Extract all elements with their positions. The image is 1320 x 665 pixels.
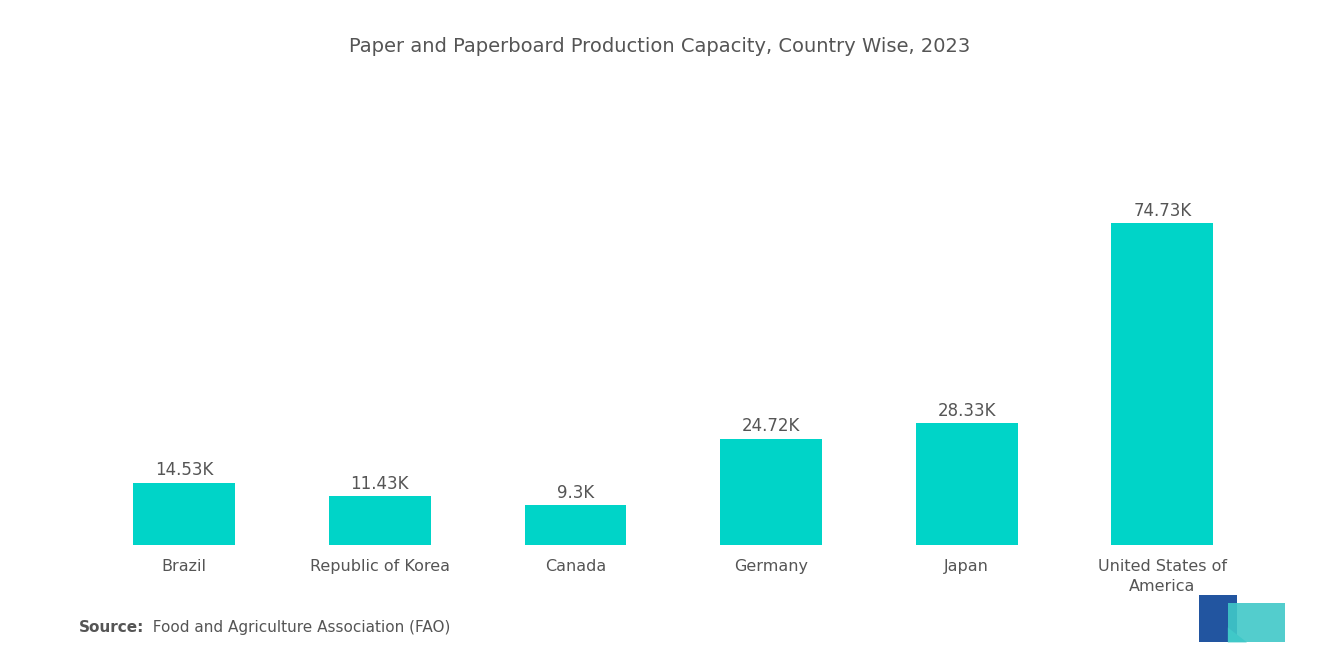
Text: 9.3K: 9.3K bbox=[557, 484, 594, 502]
Polygon shape bbox=[1200, 595, 1237, 642]
Text: 28.33K: 28.33K bbox=[937, 402, 995, 420]
Text: 14.53K: 14.53K bbox=[154, 462, 214, 479]
Text: Paper and Paperboard Production Capacity, Country Wise, 2023: Paper and Paperboard Production Capacity… bbox=[350, 37, 970, 56]
Text: 24.72K: 24.72K bbox=[742, 418, 800, 436]
Bar bbox=[916, 424, 1018, 545]
Bar bbox=[721, 439, 822, 545]
Bar bbox=[524, 505, 626, 545]
Bar bbox=[1111, 223, 1213, 545]
Text: 11.43K: 11.43K bbox=[351, 475, 409, 493]
Polygon shape bbox=[1228, 604, 1284, 642]
Text: Food and Agriculture Association (FAO): Food and Agriculture Association (FAO) bbox=[143, 620, 450, 635]
Bar bbox=[329, 496, 430, 545]
Polygon shape bbox=[1228, 628, 1247, 642]
Text: 74.73K: 74.73K bbox=[1133, 202, 1192, 220]
Text: Source:: Source: bbox=[79, 620, 145, 635]
Bar bbox=[133, 483, 235, 545]
